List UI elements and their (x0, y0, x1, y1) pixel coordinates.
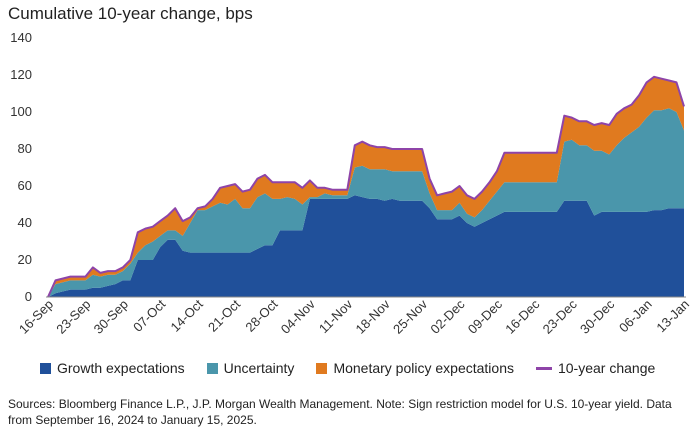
stacked-areas (48, 76, 684, 297)
legend-label-growth: Growth expectations (57, 360, 185, 376)
x-tick-label: 30-Dec (577, 296, 618, 337)
x-tick-label: 06-Jan (616, 297, 655, 336)
x-tick-label: 23-Dec (540, 296, 581, 337)
legend-label-monetary: Monetary policy expectations (333, 360, 514, 376)
x-tick-label: 11-Nov (316, 296, 356, 336)
legend-item-total: 10-year change (535, 360, 656, 376)
x-tick-label: 18-Nov (353, 296, 394, 337)
legend-swatch-monetary (316, 362, 328, 374)
legend-swatch-total (535, 366, 552, 370)
legend-swatch-growth (40, 362, 51, 374)
y-tick-label: 0 (25, 289, 32, 304)
area-growth-expectations (48, 195, 684, 297)
x-tick-label: 25-Nov (390, 296, 431, 337)
area-uncertainty (48, 108, 684, 297)
x-tick-label: 13-Jan (653, 297, 692, 336)
x-tick-label: 04-Nov (278, 296, 319, 337)
y-tick-label: 100 (10, 104, 32, 119)
y-tick-label: 80 (18, 141, 32, 156)
legend: Growth expectations Uncertainty Monetary… (40, 360, 690, 376)
x-tick-label: 28-Oct (242, 296, 280, 334)
y-tick-label: 60 (18, 178, 32, 193)
source-note: Sources: Bloomberg Finance L.P., J.P. Mo… (8, 397, 672, 427)
x-tick-label: 09-Dec (465, 296, 506, 337)
x-tick-label: 21-Oct (205, 296, 243, 334)
legend-swatch-uncertainty (206, 362, 218, 374)
y-tick-label: 140 (10, 30, 32, 45)
y-tick-label: 40 (18, 215, 32, 230)
legend-item-monetary: Monetary policy expectations (316, 360, 514, 376)
legend-label-total: 10-year change (557, 360, 656, 376)
total-line-group (47, 75, 685, 298)
legend-label-uncertainty: Uncertainty (223, 360, 295, 376)
x-tick-label: 23-Sep (53, 297, 93, 337)
legend-item-growth: Growth expectations (40, 360, 185, 376)
x-tick-label: 30-Sep (91, 297, 131, 337)
x-tick-label: 14-Oct (168, 296, 206, 334)
legend-item-uncertainty: Uncertainty (206, 360, 295, 376)
x-tick-label: 07-Oct (130, 296, 168, 334)
x-tick-label: 16-Sep (16, 297, 56, 337)
chart-title: Cumulative 10-year change, bps (8, 4, 253, 23)
y-axis: 0 20 40 60 80 100 120 140 (10, 30, 32, 304)
y-tick-label: 20 (18, 252, 32, 267)
x-tick-label: 02-Dec (427, 296, 468, 337)
x-tick-label: 16-Dec (502, 296, 543, 337)
y-tick-label: 120 (10, 67, 32, 82)
line-10-year-change (47, 75, 685, 298)
